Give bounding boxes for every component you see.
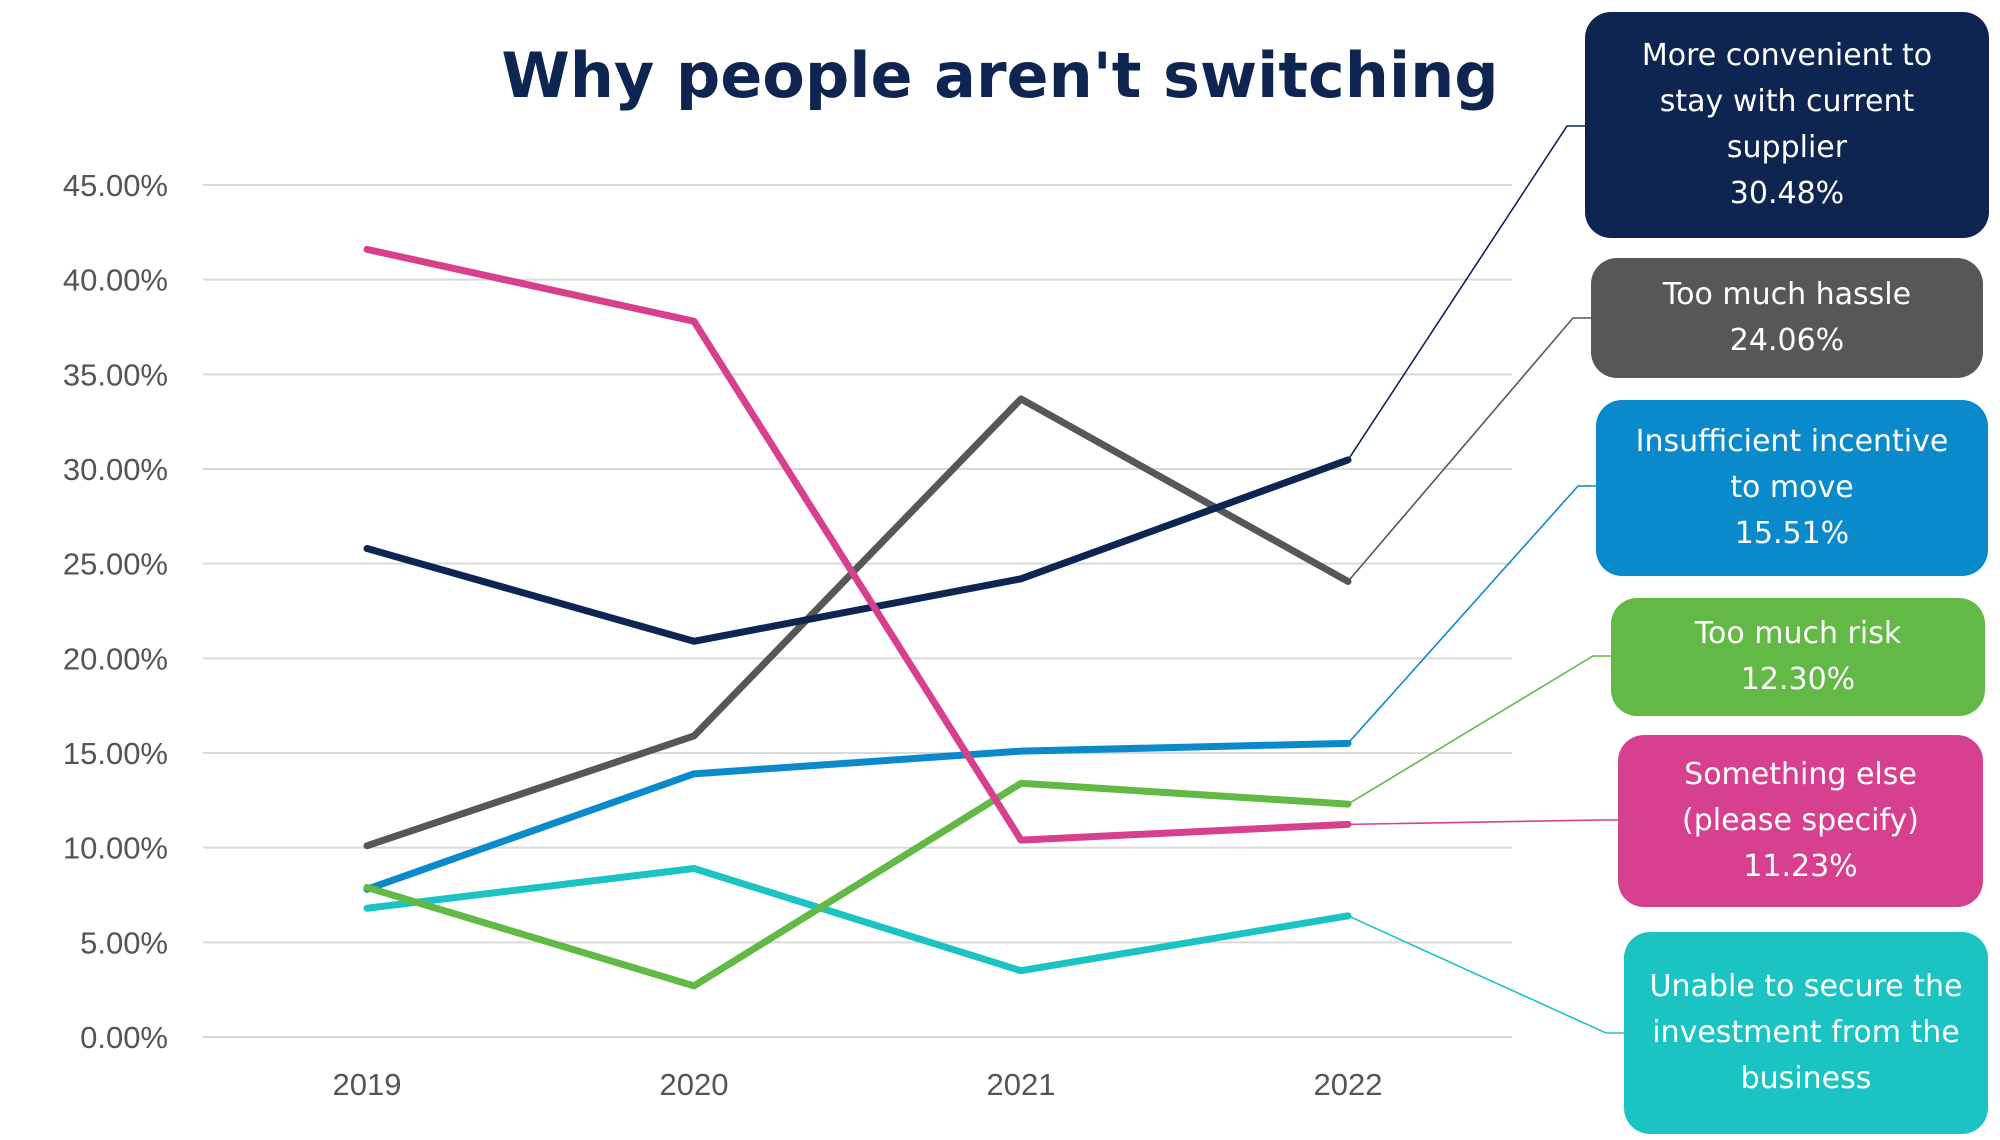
leader-line — [1347, 125, 1585, 461]
leader-line — [1347, 655, 1611, 805]
y-tick-label: 25.00% — [63, 547, 168, 582]
callout-label: stay with current — [1659, 84, 1915, 119]
x-axis-ticks: 2019 2020 2021 2022 — [333, 1067, 1383, 1102]
y-tick-label: 10.00% — [63, 831, 168, 866]
callout-label: (please specify) — [1682, 803, 1919, 838]
callout-box: Something else (please specify) 11.23% — [1618, 735, 1983, 907]
y-tick-label: 35.00% — [63, 357, 168, 392]
callout-label: supplier — [1726, 130, 1848, 165]
y-axis-ticks: 0.00% 5.00% 10.00% 15.00% 20.00% 25.00% 30.00%… — [63, 168, 168, 1055]
callout-box: Too much risk 12.30% — [1611, 598, 1985, 716]
callout-value: 24.06% — [1729, 323, 1845, 358]
series-line — [363, 779, 1352, 990]
x-tick-label: 2022 — [1314, 1067, 1383, 1102]
callout-box: More convenient to stay with current suppl… — [1585, 12, 1989, 238]
callout-value: 11.23% — [1743, 849, 1858, 884]
leader-line — [1347, 317, 1591, 582]
y-tick-label: 45.00% — [63, 168, 168, 203]
y-tick-label: 20.00% — [63, 641, 168, 676]
callout-value: 12.30% — [1740, 662, 1856, 697]
series-line — [363, 395, 1352, 850]
y-tick-label: 5.00% — [80, 925, 168, 960]
y-tick-label: 15.00% — [63, 736, 168, 771]
callout-label: Something else — [1684, 757, 1917, 792]
callout-label: investment from the — [1652, 1015, 1960, 1050]
callout-label: More convenient to — [1641, 38, 1933, 73]
callout-label: business — [1740, 1061, 1872, 1096]
x-tick-label: 2020 — [660, 1067, 729, 1102]
callout-value: 15.51% — [1734, 516, 1850, 551]
series-line — [363, 739, 1352, 893]
series-line — [363, 456, 1352, 645]
callout-label: Too much hassle — [1662, 277, 1912, 312]
x-tick-label: 2021 — [987, 1067, 1056, 1102]
callout-label: Too much risk — [1694, 616, 1902, 651]
callout-label: to move — [1730, 470, 1854, 505]
y-tick-label: 40.00% — [63, 263, 168, 298]
chart-title: Why people aren't switching — [501, 39, 1498, 112]
callout-box: Insufficient incentive to move 15.51% — [1596, 400, 1988, 576]
callout-label: Unable to secure the — [1649, 969, 1963, 1004]
y-tick-label: 30.00% — [63, 452, 168, 487]
leader-line — [1347, 819, 1618, 826]
x-tick-label: 2019 — [333, 1067, 402, 1102]
callout-leader-lines — [1347, 125, 1624, 1034]
leader-line — [1347, 485, 1596, 744]
series-line — [363, 864, 1352, 975]
callout-box: Unable to secure the investment from the b… — [1624, 932, 1988, 1134]
series-line — [363, 245, 1352, 844]
callout-box: Too much hassle 24.06% — [1591, 258, 1983, 378]
y-tick-label: 0.00% — [80, 1020, 168, 1055]
leader-line — [1347, 915, 1624, 1034]
callout-value: 30.48% — [1729, 176, 1845, 211]
callout-label: Insufficient incentive — [1635, 424, 1949, 459]
series-lines — [363, 245, 1352, 990]
